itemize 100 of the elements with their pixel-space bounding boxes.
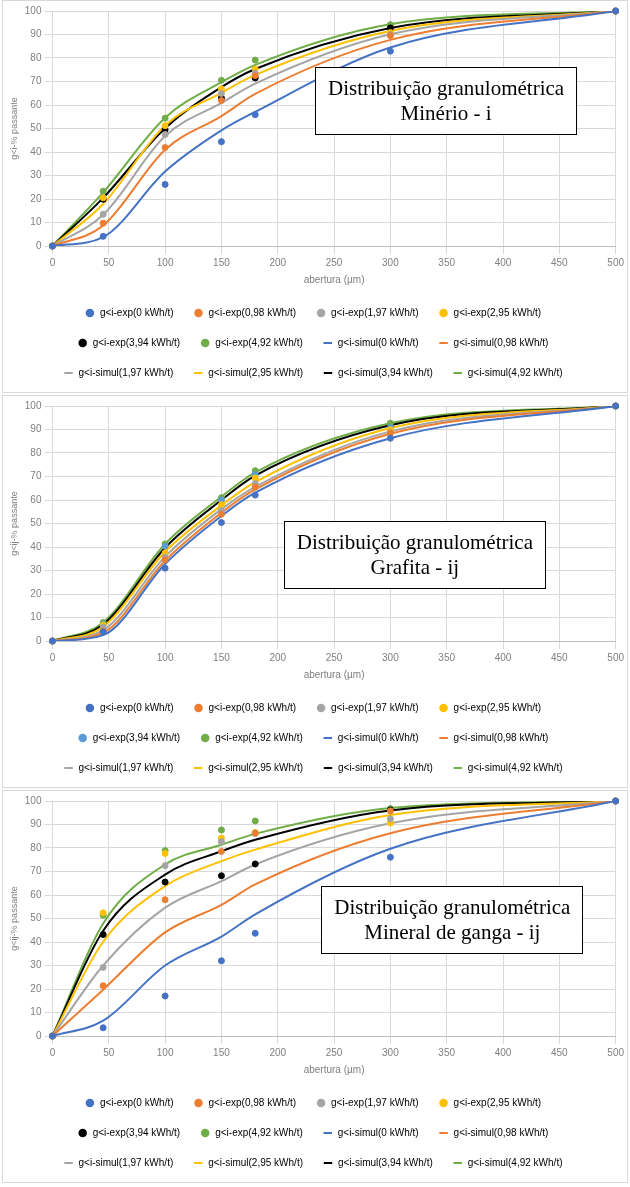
legend-label: g<i-exp(0 kWh/t)	[99, 701, 174, 713]
legend-label: g<i-exp(1,97 kWh/t)	[331, 701, 419, 713]
x-tick-label: 350	[438, 651, 456, 663]
y-tick-label: 90	[30, 423, 42, 435]
x-axis-title: abertura (µm)	[303, 668, 365, 680]
legend-label: g<i-simul(0,98 kWh/t)	[453, 336, 549, 348]
y-tick-label: 60	[30, 493, 42, 505]
y-axis-title: g<ij-% passante	[8, 491, 19, 556]
legend-label: g<i-simul(3,94 kWh/t)	[338, 366, 433, 378]
legend-label: g<i-simul(0 kWh/t)	[337, 1126, 419, 1138]
annotation: Distribuição granulométrica Mineral de ganga - ij	[321, 886, 584, 955]
x-tick-label: 0	[49, 256, 56, 268]
x-tick-label: 450	[551, 651, 569, 663]
y-tick-label: 90	[30, 28, 42, 40]
x-tick-label: 400	[494, 256, 512, 268]
legend-label: g<i-simul(2,95 kWh/t)	[208, 761, 303, 773]
x-tick-label: 450	[551, 256, 569, 268]
y-tick-label: 20	[30, 982, 42, 994]
legend-label: g<i-exp(3,94 kWh/t)	[92, 336, 181, 348]
y-tick-label: 60	[30, 888, 42, 900]
y-tick-label: 100	[24, 4, 42, 16]
legend-label: g<i-exp(2,95 kWh/t)	[453, 1096, 542, 1108]
x-tick-label: 250	[325, 256, 343, 268]
y-tick-label: 40	[30, 145, 42, 157]
x-tick-label: 500	[607, 1046, 625, 1058]
x-tick-label: 400	[494, 1046, 512, 1058]
legend-label: g<i-simul(4,92 kWh/t)	[467, 366, 563, 378]
legend-label: g<i-simul(0 kWh/t)	[337, 731, 419, 743]
x-tick-label: 50	[103, 256, 115, 268]
x-tick-label: 150	[213, 651, 231, 663]
legend-label: g<i-simul(4,92 kWh/t)	[467, 1156, 563, 1168]
x-tick-label: 100	[156, 651, 174, 663]
x-tick-label: 300	[382, 651, 400, 663]
x-tick-label: 500	[607, 256, 625, 268]
legend-label: g<i-exp(0 kWh/t)	[99, 1096, 174, 1108]
legend-label: g<i-exp(0 kWh/t)	[99, 306, 174, 318]
y-tick-label: 10	[30, 611, 42, 623]
y-axis-title: g<ij-% passante	[8, 886, 19, 951]
y-tick-label: 30	[30, 959, 42, 971]
y-tick-label: 30	[30, 169, 42, 181]
x-tick-label: 350	[438, 1046, 456, 1058]
legend-label: g<i-exp(1,97 kWh/t)	[331, 306, 419, 318]
x-tick-label: 200	[269, 256, 287, 268]
legend-label: g<i-simul(3,94 kWh/t)	[338, 761, 433, 773]
legend-label: g<i-exp(2,95 kWh/t)	[453, 306, 542, 318]
y-tick-label: 60	[30, 98, 42, 110]
legend-label: g<i-exp(0,98 kWh/t)	[208, 306, 297, 318]
x-tick-label: 500	[607, 651, 625, 663]
y-tick-label: 40	[30, 540, 42, 552]
x-tick-label: 250	[325, 651, 343, 663]
legend-label: g<i-simul(1,97 kWh/t)	[78, 366, 174, 378]
legend-label: g<i-simul(2,95 kWh/t)	[208, 1156, 303, 1168]
legend-label: g<i-simul(0 kWh/t)	[337, 336, 419, 348]
legend-label: g<i-exp(0,98 kWh/t)	[208, 1096, 297, 1108]
y-tick-label: 50	[30, 912, 42, 924]
x-tick-label: 150	[213, 1046, 231, 1058]
legend-label: g<i-exp(0,98 kWh/t)	[208, 701, 297, 713]
y-tick-label: 50	[30, 122, 42, 134]
y-tick-label: 90	[30, 818, 42, 830]
x-tick-label: 300	[382, 1046, 400, 1058]
legend-label: g<i-exp(4,92 kWh/t)	[215, 1126, 303, 1138]
legend-label: g<i-simul(0,98 kWh/t)	[453, 731, 549, 743]
x-tick-label: 50	[103, 1046, 115, 1058]
y-tick-label: 70	[30, 75, 42, 87]
y-tick-label: 10	[30, 1006, 42, 1018]
legend-label: g<i-exp(2,95 kWh/t)	[453, 701, 542, 713]
x-tick-label: 50	[103, 651, 115, 663]
y-tick-label: 0	[35, 634, 42, 646]
y-tick-label: 10	[30, 216, 42, 228]
y-tick-label: 0	[35, 1029, 42, 1041]
legend-label: g<i-exp(4,92 kWh/t)	[215, 731, 303, 743]
y-tick-label: 40	[30, 935, 42, 947]
x-tick-label: 100	[156, 1046, 174, 1058]
x-tick-label: 150	[213, 256, 231, 268]
legend-label: g<i-simul(4,92 kWh/t)	[467, 761, 563, 773]
x-tick-label: 400	[494, 651, 512, 663]
y-axis-title: g<i-% passante	[8, 97, 19, 160]
x-tick-label: 200	[269, 651, 287, 663]
x-tick-label: 0	[49, 1046, 56, 1058]
legend-label: g<i-exp(4,92 kWh/t)	[215, 336, 303, 348]
annotation: Distribuição granulométrica Minério - i	[315, 67, 578, 136]
x-axis-title: abertura (µm)	[303, 273, 365, 285]
y-tick-label: 100	[24, 399, 42, 411]
y-tick-label: 0	[35, 239, 42, 251]
annotation: Distribuição granulométrica Grafita - ij	[283, 521, 546, 590]
legend-label: g<i-simul(3,94 kWh/t)	[338, 1156, 433, 1168]
y-tick-label: 80	[30, 446, 42, 458]
y-tick-label: 20	[30, 192, 42, 204]
x-tick-label: 450	[551, 1046, 569, 1058]
x-tick-label: 350	[438, 256, 456, 268]
y-tick-label: 70	[30, 470, 42, 482]
y-tick-label: 80	[30, 841, 42, 853]
x-tick-label: 200	[269, 1046, 287, 1058]
legend-label: g<i-exp(3,94 kWh/t)	[92, 731, 181, 743]
y-tick-label: 100	[24, 794, 42, 806]
y-tick-label: 50	[30, 517, 42, 529]
x-tick-label: 0	[49, 651, 56, 663]
y-tick-label: 70	[30, 865, 42, 877]
legend-label: g<i-exp(3,94 kWh/t)	[92, 1126, 181, 1138]
y-tick-label: 20	[30, 587, 42, 599]
